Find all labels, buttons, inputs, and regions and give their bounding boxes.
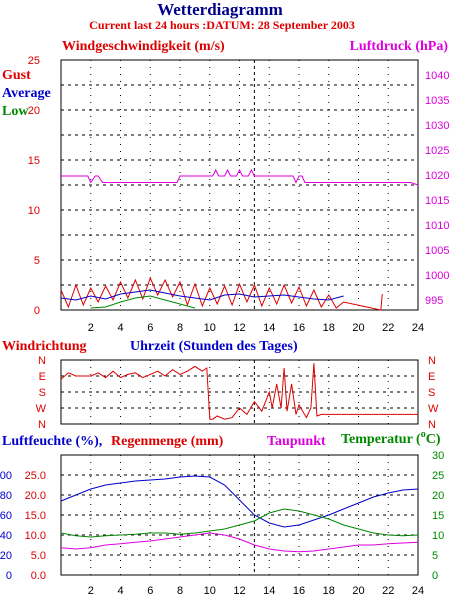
wind-direction-panel: N NE ES SW WN N	[36, 355, 439, 431]
direction-y-tick-label-right: W	[428, 403, 439, 415]
wind-y-tick-label: 0	[34, 305, 40, 317]
luftfeuchte-line	[60, 475, 419, 528]
temperature-y-tick-label: 20	[432, 490, 444, 502]
hour-tick-label: 4	[117, 585, 123, 597]
wind-average-line	[60, 289, 344, 301]
pressure-y-tick-label: 995	[425, 295, 443, 307]
pressure-line	[61, 168, 419, 186]
direction-y-tick-label-right: N	[428, 355, 436, 367]
direction-y-tick-label: N	[38, 355, 46, 367]
wind-y-tick-label: 25	[28, 55, 40, 67]
hour-tick-label: 14	[263, 322, 275, 334]
taupunkt-line	[60, 532, 419, 553]
pressure-y-tick-label: 1010	[425, 220, 449, 232]
hour-tick-label: 4	[117, 322, 123, 334]
humidity-y-tick-label: 80	[0, 490, 12, 502]
direction-y-tick-label-right: N	[428, 419, 436, 431]
temperature-y-tick-label: 0	[432, 570, 438, 582]
hour-tick-label: 20	[352, 585, 364, 597]
temperature-axis-label: Temperatur (oC)	[341, 429, 441, 447]
humidity-y-tick-label: 100	[0, 470, 12, 482]
legend-average: Average	[2, 86, 51, 101]
dewpoint-label: Taupunkt	[267, 434, 326, 449]
hour-tick-label: 2	[88, 585, 94, 597]
wind-y-tick-label: 10	[28, 205, 40, 217]
hour-tick-label: 22	[382, 585, 394, 597]
hour-tick-label: 24	[412, 585, 424, 597]
hour-tick-label: 20	[352, 322, 364, 334]
chart-title: Wetterdiagramm	[157, 0, 283, 19]
rain-y-tick-label: 10.0	[25, 530, 46, 542]
direction-y-tick-label: E	[39, 371, 46, 383]
pressure-y-tick-label: 1020	[425, 170, 449, 182]
hour-tick-label: 18	[323, 585, 335, 597]
temperature-y-tick-label: 30	[432, 450, 444, 462]
pressure-y-tick-label: 1015	[425, 195, 449, 207]
humidity-y-tick-label: 40	[0, 530, 12, 542]
hour-tick-label: 12	[233, 322, 245, 334]
wind-pressure-panel: 0510152025995100010051010101510201025103…	[28, 55, 450, 334]
direction-y-tick-label: S	[39, 387, 46, 399]
rain-axis-label: Regenmenge (mm)	[111, 434, 224, 449]
hour-tick-label: 18	[323, 322, 335, 334]
hour-tick-label: 8	[177, 585, 183, 597]
humidity-y-tick-label: 20	[0, 550, 12, 562]
humidity-y-tick-label: 60	[0, 510, 12, 522]
wind-axis-label: Windgeschwindigkeit (m/s)	[62, 39, 225, 54]
hour-tick-label: 2	[88, 322, 94, 334]
wind-gust-line	[60, 276, 383, 311]
rain-y-tick-label: 0.0	[31, 570, 46, 582]
pressure-y-tick-label: 1025	[425, 145, 449, 157]
pressure-axis-label: Luftdruck (hPa)	[350, 39, 449, 54]
temperature-y-tick-label: 5	[432, 550, 438, 562]
wind-y-tick-label: 20	[28, 105, 40, 117]
humidity-temperature-panel: 0 20 40 60 80 100 0.0 5.0 10.0 15.0 20.0 25.0 0 5 10 15…	[0, 450, 444, 597]
wind-y-tick-label: 15	[28, 155, 40, 167]
legend-gust: Gust	[2, 68, 31, 83]
temperatur-line	[60, 508, 419, 538]
hour-tick-label: 24	[412, 322, 424, 334]
rain-y-tick-label: 20.0	[25, 490, 46, 502]
temperature-y-tick-label: 25	[432, 470, 444, 482]
hour-tick-label: 8	[177, 322, 183, 334]
direction-y-tick-label: N	[38, 419, 46, 431]
rain-y-tick-label: 25.0	[25, 470, 46, 482]
direction-axis-label: Windrichtung	[2, 339, 87, 354]
wind-y-tick-label: 5	[34, 255, 40, 267]
direction-y-tick-label-right: S	[428, 387, 435, 399]
temperature-y-tick-label: 15	[432, 510, 444, 522]
hour-tick-label: 10	[204, 322, 216, 334]
pressure-y-tick-label: 1040	[425, 70, 449, 82]
rain-y-tick-label: 15.0	[25, 510, 46, 522]
hour-tick-label: 16	[293, 322, 305, 334]
chart-subtitle: Current last 24 hours :DATUM: 28 Septemb…	[89, 18, 355, 32]
humidity-y-tick-label: 0	[6, 570, 12, 582]
direction-y-tick-label: W	[36, 403, 47, 415]
wind-direction-line	[60, 363, 418, 420]
hour-tick-label: 6	[147, 585, 153, 597]
hour-tick-label: 14	[263, 585, 275, 597]
pressure-y-tick-label: 1005	[425, 245, 449, 257]
humidity-axis-label: Luftfeuchte (%),	[2, 434, 102, 449]
hour-tick-label: 6	[147, 322, 153, 334]
hour-tick-label: 16	[293, 585, 305, 597]
hour-tick-label: 22	[382, 322, 394, 334]
legend-low: Low	[2, 104, 29, 119]
direction-y-tick-label-right: E	[428, 371, 435, 383]
time-axis-label: Uhrzeit (Stunden des Tages)	[130, 339, 298, 354]
hour-tick-label: 10	[204, 585, 216, 597]
hour-tick-label: 12	[233, 585, 245, 597]
pressure-y-tick-label: 1000	[425, 270, 449, 282]
temperature-y-tick-label: 10	[432, 530, 444, 542]
pressure-y-tick-label: 1030	[425, 120, 449, 132]
wind-low-line	[90, 295, 196, 309]
pressure-y-tick-label: 1035	[425, 95, 449, 107]
rain-y-tick-label: 5.0	[31, 550, 46, 562]
